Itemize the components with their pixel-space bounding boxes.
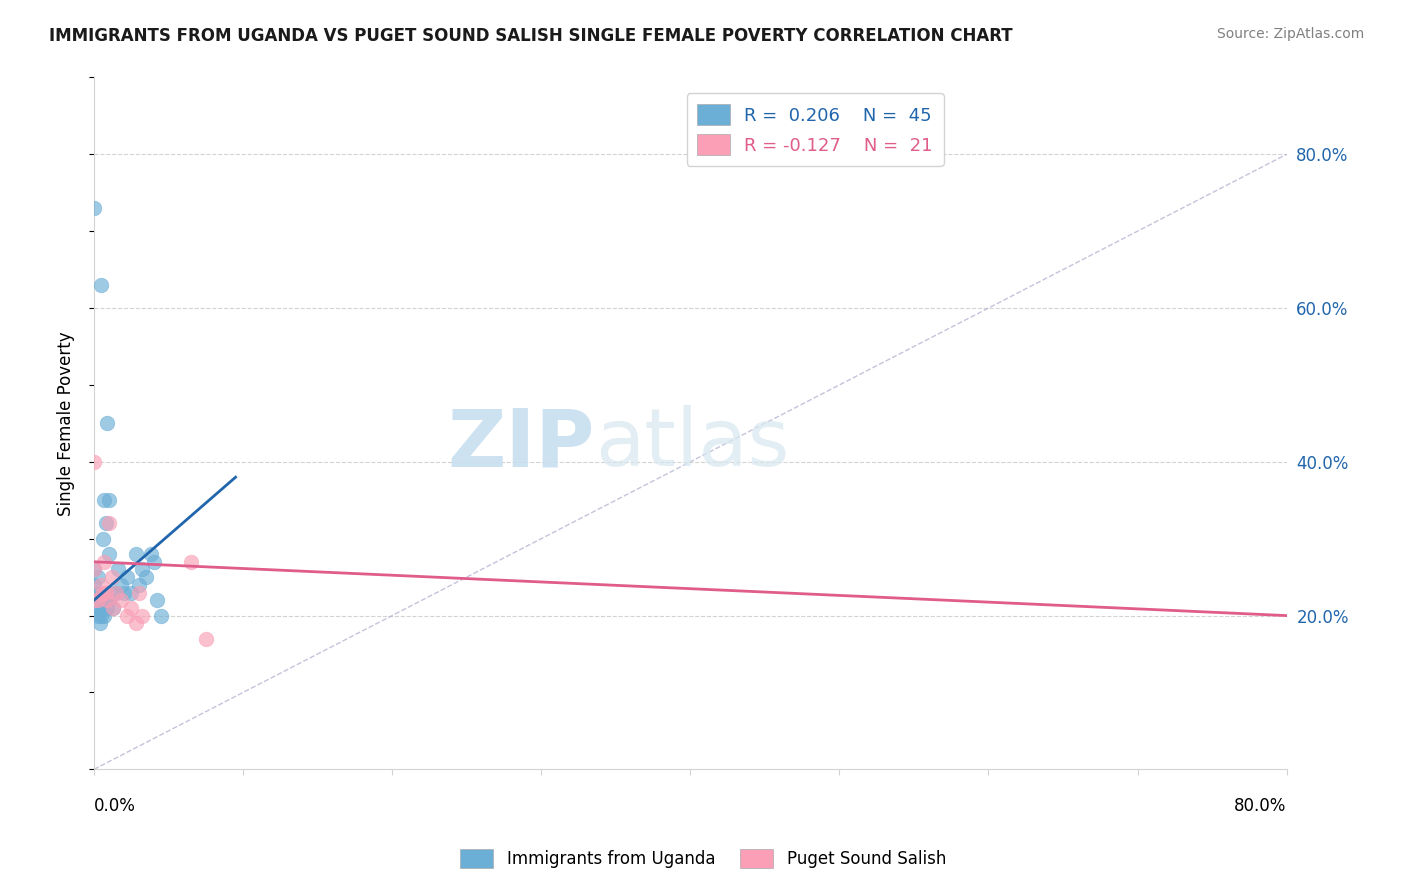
Point [87,593,110,607]
Point [90,608,112,623]
Point [105,585,128,599]
Point [120,585,142,599]
Legend: Immigrants from Uganda, Puget Sound Salish: Immigrants from Uganda, Puget Sound Sali… [453,842,953,875]
Point [93,493,115,508]
Text: IMMIGRANTS FROM UGANDA VS PUGET SOUND SALISH SINGLE FEMALE POVERTY CORRELATION C: IMMIGRANTS FROM UGANDA VS PUGET SOUND SA… [49,27,1012,45]
Point [97,593,120,607]
Point [103,601,125,615]
Point [97,547,120,561]
Point [91,593,114,607]
Point [105,585,128,599]
Point [94,593,117,607]
Text: Source: ZipAtlas.com: Source: ZipAtlas.com [1216,27,1364,41]
Point [110,578,132,592]
Point [94,601,117,615]
Point [96,601,118,615]
Point [131,562,153,576]
Point [83,201,105,215]
Point [86,601,108,615]
Point [135,570,157,584]
Point [86,585,108,599]
Point [97,493,120,508]
Point [124,616,146,631]
Point [91,601,114,615]
Point [115,608,138,623]
Point [194,632,217,646]
Point [87,593,110,607]
Text: 0.0%: 0.0% [94,797,136,815]
Point [83,593,105,607]
Text: atlas: atlas [595,405,789,483]
Point [83,593,105,607]
Point [139,547,162,561]
Point [128,578,150,592]
Point [86,593,108,607]
Point [91,532,114,546]
Point [115,570,138,584]
Point [145,593,167,607]
Point [101,585,124,599]
Point [110,593,132,607]
Legend: R =  0.206    N =  45, R = -0.127    N =  21: R = 0.206 N = 45, R = -0.127 N = 21 [686,94,943,166]
Point [87,570,110,584]
Point [90,593,112,607]
Point [90,278,112,293]
Point [93,608,115,623]
Point [180,555,202,569]
Point [87,608,110,623]
Point [83,562,105,576]
Text: 80.0%: 80.0% [1234,797,1286,815]
Point [93,555,115,569]
Point [107,562,129,576]
Point [96,417,118,431]
Point [112,585,135,599]
Point [103,601,125,615]
Text: ZIP: ZIP [447,405,595,483]
Point [97,516,120,531]
Point [150,608,173,623]
Point [131,608,153,623]
Point [89,601,111,615]
Point [120,601,142,615]
Point [91,585,114,599]
Point [90,578,112,592]
Point [124,547,146,561]
Point [83,578,105,592]
Point [94,516,117,531]
Point [96,593,118,607]
Point [94,585,117,599]
Point [83,455,105,469]
Point [128,585,150,599]
Point [93,593,115,607]
Point [142,555,165,569]
Point [101,570,124,584]
Y-axis label: Single Female Poverty: Single Female Poverty [58,331,75,516]
Point [89,616,111,631]
Point [83,562,105,576]
